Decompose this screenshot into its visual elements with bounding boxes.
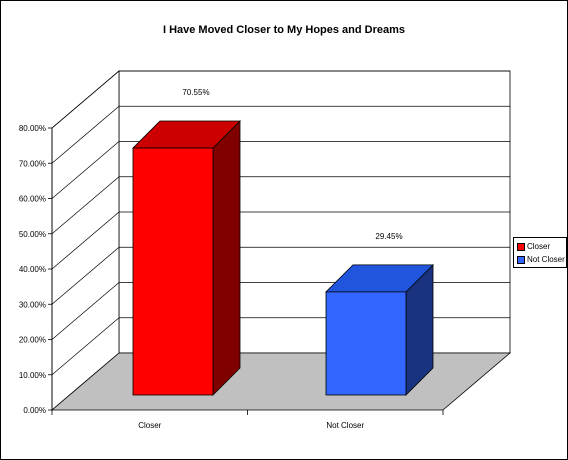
y-tick-label: 80.00% xyxy=(19,124,46,133)
legend-label-closer: Closer xyxy=(527,242,551,251)
gridline-side xyxy=(51,282,120,340)
legend-item-not-closer: Not Closer xyxy=(517,253,566,266)
data-label-closer: 70.55% xyxy=(182,88,209,97)
chart-title: I Have Moved Closer to My Hopes and Drea… xyxy=(162,24,406,36)
gridline-side xyxy=(51,317,120,376)
legend-item-closer: Closer xyxy=(517,240,566,253)
floor xyxy=(50,352,512,411)
gridline-side xyxy=(51,141,120,199)
bar-closer xyxy=(132,147,214,396)
gridline-side xyxy=(51,246,120,305)
y-tick-label: 40.00% xyxy=(19,265,46,274)
bar-side-closer xyxy=(212,120,241,396)
y-tick-label: 70.00% xyxy=(19,159,46,168)
y-tick-label: 50.00% xyxy=(19,230,46,239)
y-tick-label: 10.00% xyxy=(19,371,46,380)
gridline-side xyxy=(51,105,120,164)
bar-not-closer xyxy=(325,291,407,396)
x-tick-label-closer: Closer xyxy=(138,421,161,430)
data-label-not-closer: 29.45% xyxy=(375,232,402,241)
y-tick-label: 0.00% xyxy=(23,406,46,415)
y-tick-label: 60.00% xyxy=(19,195,46,204)
y-tick-label: 20.00% xyxy=(19,336,46,345)
legend: Closer Not Closer xyxy=(513,237,567,268)
gridline-side xyxy=(51,211,120,270)
gridline-side xyxy=(51,70,120,129)
gridline-side xyxy=(51,176,120,235)
legend-swatch-not-closer xyxy=(517,255,525,264)
x-tick-label-not-closer: Not Closer xyxy=(326,421,364,430)
legend-label-not-closer: Not Closer xyxy=(527,255,565,264)
y-tick-label: 30.00% xyxy=(19,300,46,309)
legend-swatch-closer xyxy=(517,242,525,251)
